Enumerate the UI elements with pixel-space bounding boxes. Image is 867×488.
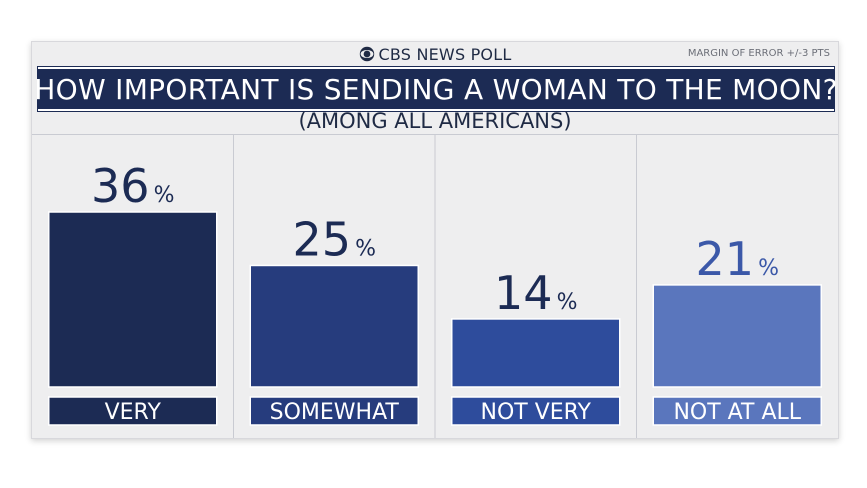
category-label: VERY xyxy=(105,400,162,425)
chart-subtitle: (AMONG ALL AMERICANS) xyxy=(298,109,572,133)
title-bar: HOW IMPORTANT IS SENDING A WOMAN TO THE … xyxy=(34,67,837,111)
category-label-box xyxy=(451,396,621,426)
cbs-eye-logo-icon xyxy=(359,46,374,62)
category-label: SOMEWHAT xyxy=(270,400,400,425)
bar-not-at-all xyxy=(652,284,822,388)
value-percent: % xyxy=(154,183,175,208)
bar-chart-svg: 36 % VERY 25 % SOMEWHAT 14 % NOT VERY 21 % NOT AT A… xyxy=(48,135,822,438)
value-number: 36 xyxy=(91,159,150,213)
chart-title: HOW IMPORTANT IS SENDING A WOMAN TO THE … xyxy=(34,72,838,106)
category-label: NOT VERY xyxy=(481,400,592,425)
value-number: 14 xyxy=(494,266,553,320)
value-label: 36% xyxy=(91,159,174,213)
bar-chart: 36% VERY 25% SOMEWHAT 14% NOT VERY 21% NOT AT A… xyxy=(32,135,838,438)
value-percent: % xyxy=(758,256,779,281)
margin-of-error: MARGIN OF ERROR +/-3 PTS xyxy=(687,48,830,59)
value-percent: % xyxy=(557,290,578,315)
bar-somewhat xyxy=(249,264,419,388)
category-label-box xyxy=(249,396,419,426)
value-percent: % xyxy=(355,236,376,261)
category-label-box xyxy=(652,396,822,426)
divider xyxy=(32,134,838,135)
value-number: 21 xyxy=(696,232,755,286)
value-number: 25 xyxy=(293,212,352,266)
brand-label: CBS NEWS POLL xyxy=(378,44,512,64)
bar-very xyxy=(48,211,218,388)
value-label: 25% xyxy=(293,212,376,266)
value-label: 14% xyxy=(494,266,577,320)
value-label: 21% xyxy=(696,232,779,286)
bar-not-very xyxy=(451,318,621,388)
poll-card: CBS NEWS POLL MARGIN OF ERROR +/-3 PTS H… xyxy=(31,41,839,439)
category-label-box xyxy=(48,396,218,426)
brand: CBS NEWS POLL xyxy=(32,44,838,64)
category-label: NOT AT ALL xyxy=(673,400,801,425)
